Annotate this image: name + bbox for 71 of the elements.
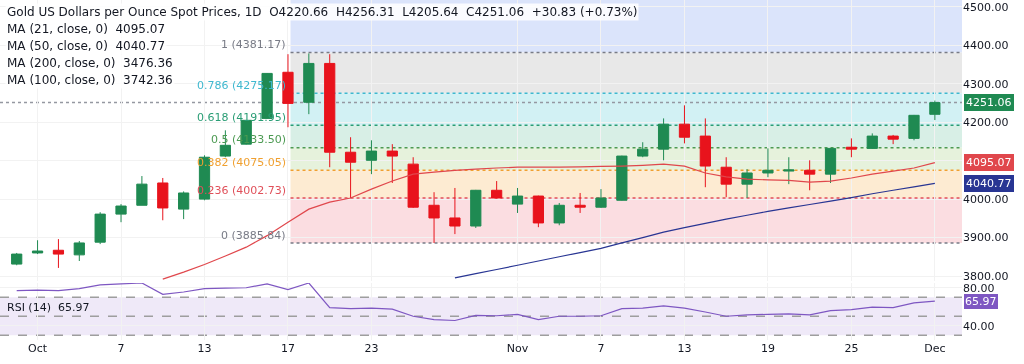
annotation: MA (200, close, 0) 3476.36 — [7, 56, 173, 70]
ref-line-label: 1 (4381.17) — [221, 38, 286, 51]
x-tick-label: 19 — [760, 342, 775, 355]
candlestick — [94, 211, 106, 245]
candlestick — [344, 136, 357, 199]
chart-title: Gold US Dollars per Ounce Spot Prices, 1D O4220.66 H4256.31 L4205.64 C4251.06 +30.83 (+0.73%) — [7, 5, 638, 19]
candlestick — [407, 156, 419, 209]
candlestick — [637, 141, 649, 158]
candlestick — [574, 192, 586, 214]
candlestick — [929, 100, 941, 121]
candlestick — [136, 175, 148, 206]
candlestick — [720, 156, 732, 198]
candlestick — [804, 159, 816, 191]
line-series — [454, 182, 936, 279]
x-tick-label: 17 — [280, 342, 295, 355]
candlestick — [678, 104, 691, 144]
candlestick — [31, 239, 44, 255]
annotation: MA (100, close, 0) 3742.36 — [7, 73, 173, 87]
candlestick — [115, 203, 127, 223]
y-tick-label: 80.00 — [963, 281, 995, 295]
candlestick — [595, 188, 607, 209]
y-tick-label: 3800.00 — [963, 269, 1009, 283]
candlestick — [657, 117, 670, 161]
y-tick-label: 4400.00 — [963, 39, 1009, 53]
annotation: 4095.07 — [966, 156, 1012, 169]
candlestick — [428, 191, 440, 244]
candlestick — [532, 195, 544, 228]
y-tick-label: 4200.00 — [963, 116, 1009, 130]
candlestick — [52, 238, 65, 269]
candlestick — [699, 117, 711, 188]
x-tick-label: 7 — [117, 342, 125, 355]
candlestick — [762, 147, 774, 178]
candlestick — [303, 52, 315, 115]
annotation: MA (21, close, 0) 4095.07 — [7, 22, 166, 36]
candlestick — [178, 190, 190, 220]
candlestick — [73, 240, 85, 262]
candlestick — [449, 187, 461, 235]
x-tick-label: 25 — [844, 342, 859, 355]
candlestick — [845, 137, 858, 158]
x-tick-label: Oct — [28, 342, 48, 355]
y-tick-label: 3900.00 — [963, 231, 1009, 245]
candlestick — [553, 202, 565, 226]
y-tick-label: 40.00 — [963, 319, 995, 333]
candlestick — [908, 114, 920, 141]
candlestick — [365, 139, 378, 175]
y-tick-label: 4000.00 — [963, 192, 1009, 206]
candlestick — [11, 252, 23, 266]
candlestick — [887, 134, 899, 145]
x-tick-label: Nov — [506, 342, 529, 355]
candlestick — [157, 177, 169, 221]
y-tick-label: 4500.00 — [963, 0, 1009, 14]
x-tick-label: Dec — [924, 342, 946, 355]
x-tick-label: 13 — [677, 342, 692, 355]
candlestick — [616, 155, 628, 202]
x-tick-label: 13 — [197, 342, 212, 355]
candlestick — [511, 187, 524, 214]
annotation: 65.97 — [965, 295, 997, 308]
candlestick — [783, 156, 795, 185]
candlestick — [866, 132, 878, 150]
candlestick — [491, 180, 503, 199]
x-tick-label: 23 — [364, 342, 379, 355]
candlestick — [386, 143, 398, 184]
annotation: RSI (14) 65.97 — [7, 301, 90, 314]
candlestick — [470, 189, 482, 229]
annotation: 4251.06 — [966, 96, 1012, 109]
annotation: MA (50, close, 0) 4040.77 — [7, 39, 166, 53]
y-tick-label: 4300.00 — [963, 77, 1009, 91]
candlestick — [824, 147, 837, 184]
x-tick-label: 7 — [597, 342, 605, 355]
annotation: 4040.77 — [966, 177, 1012, 190]
candlestick — [324, 53, 336, 168]
